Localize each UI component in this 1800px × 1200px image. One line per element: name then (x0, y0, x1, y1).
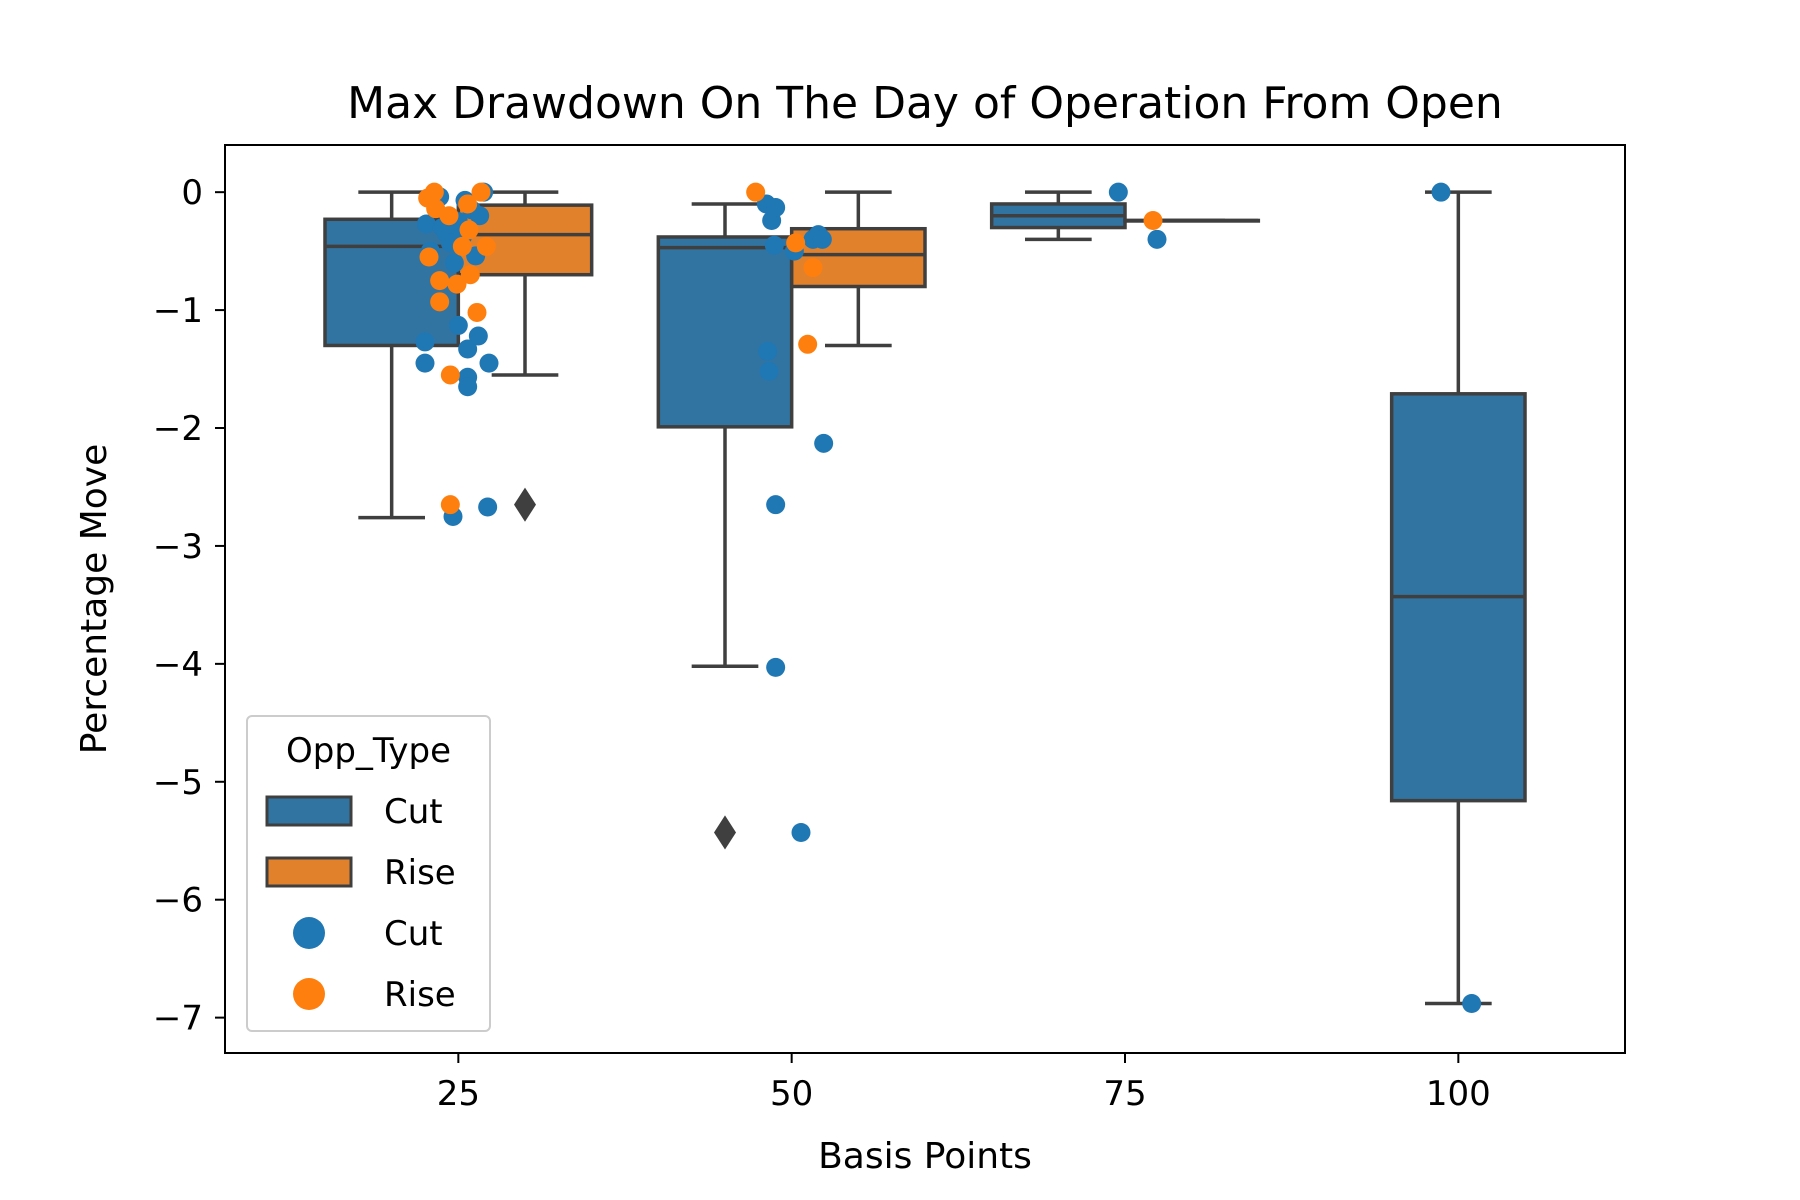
data-point-cut (458, 339, 478, 359)
data-point-rise (440, 495, 460, 515)
data-point-rise (452, 236, 472, 256)
x-tick-label: 25 (437, 1074, 480, 1114)
data-point-cut (415, 332, 435, 352)
data-point-cut (791, 822, 811, 842)
data-point-rise (459, 220, 479, 240)
y-tick-label: −1 (153, 291, 203, 331)
y-tick-label: −2 (153, 409, 203, 449)
data-point-rise (430, 292, 450, 312)
data-point-cut (814, 433, 834, 453)
y-axis-label: Percentage Move (74, 444, 115, 755)
data-point-rise (467, 302, 487, 322)
data-point-rise (430, 271, 450, 291)
legend-title: Opp_Type (286, 731, 451, 771)
data-point-cut (1462, 993, 1482, 1013)
data-point-rise (419, 247, 439, 267)
data-point-cut (758, 341, 778, 361)
data-point-rise (458, 194, 478, 214)
x-axis: 25 50 75 100 (437, 1053, 1491, 1114)
legend-label-rise: Rise (384, 853, 456, 893)
box-100-cut (1389, 190, 1527, 1006)
y-axis: 0 −1 −2 −3 −4 −5 −6 −7 (153, 173, 225, 1039)
box-25-cut (323, 190, 461, 520)
legend-swatch-point-cut (293, 917, 325, 949)
data-point-cut (470, 206, 490, 226)
data-point-cut (1431, 182, 1451, 202)
data-point-cut (766, 495, 786, 515)
data-point-rise (476, 236, 496, 256)
data-point-rise (460, 265, 480, 285)
data-point-cut (416, 214, 436, 234)
legend-label-rise: Rise (384, 975, 456, 1015)
data-point-cut (478, 497, 498, 517)
data-point-cut (458, 377, 478, 397)
chart-title: Max Drawdown On The Day of Operation Fro… (347, 78, 1503, 129)
box-iqr (656, 235, 794, 429)
y-tick-label: −5 (153, 763, 203, 803)
y-tick-label: −7 (153, 999, 203, 1039)
legend-label-cut: Cut (384, 914, 443, 954)
legend-swatch-box-rise (265, 856, 353, 888)
y-tick-label: 0 (181, 173, 203, 213)
y-tick-label: −4 (153, 645, 203, 685)
legend-swatch-box-cut (265, 795, 353, 827)
data-point-rise (1143, 210, 1163, 230)
data-point-rise (746, 182, 766, 202)
data-point-rise (798, 334, 818, 354)
data-point-rise (439, 206, 459, 226)
legend-label-cut: Cut (384, 792, 443, 832)
x-tick-label: 75 (1103, 1074, 1146, 1114)
x-tick-label: 50 (770, 1074, 813, 1114)
data-point-rise (786, 233, 806, 253)
outlier-marker (514, 487, 536, 522)
data-point-rise (424, 182, 444, 202)
data-point-cut (764, 235, 784, 255)
data-point-cut (468, 326, 488, 346)
data-point-cut (759, 361, 779, 381)
plot-area (323, 182, 1527, 1013)
x-tick-label: 100 (1426, 1074, 1491, 1114)
y-tick-label: −3 (153, 527, 203, 567)
data-point-cut (448, 315, 468, 335)
legend-swatch-point-rise (293, 978, 325, 1010)
data-point-cut (479, 353, 499, 373)
data-point-cut (444, 253, 464, 273)
box-75-cut (989, 190, 1127, 242)
x-axis-label: Basis Points (818, 1136, 1032, 1177)
data-point-rise (803, 258, 823, 278)
data-point-cut (1108, 182, 1128, 202)
legend: Opp_Type Cut Rise Cut Rise (246, 715, 491, 1032)
data-point-cut (415, 353, 435, 373)
data-point-cut (766, 657, 786, 677)
legend-frame (246, 715, 491, 1032)
box-50-cut (656, 202, 794, 850)
data-point-cut (766, 197, 786, 217)
outlier-marker (714, 815, 736, 850)
data-point-cut (812, 229, 832, 249)
y-tick-label: −6 (153, 881, 203, 921)
data-point-rise (447, 274, 467, 294)
data-point-rise (440, 365, 460, 385)
plot-frame (224, 144, 1626, 1054)
data-point-cut (1147, 229, 1167, 249)
data-point-rise (471, 182, 491, 202)
